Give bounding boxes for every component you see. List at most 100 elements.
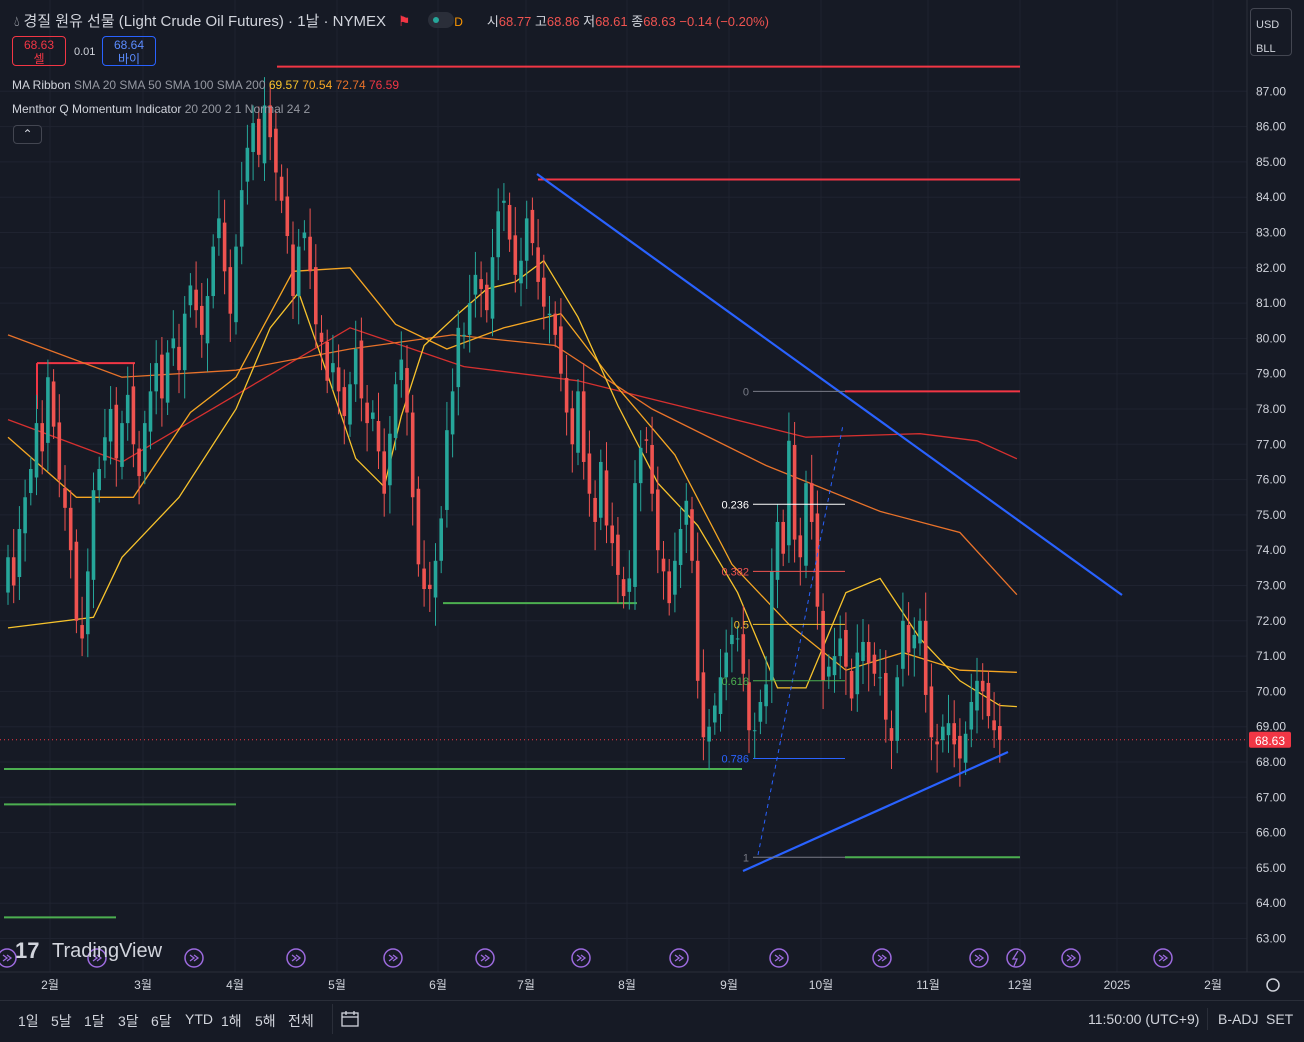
candle-body [695,560,700,681]
timeframe-button[interactable]: 6달 [151,1013,172,1029]
event-arrow-icon [0,948,17,968]
candle-body [456,327,461,388]
timeframe-button[interactable]: 1해 [221,1013,242,1029]
event-markers[interactable] [0,948,1173,968]
candle-body [154,363,158,392]
symbol-header[interactable]: 💧︎ 경질 원유 선물 (Light Crude Oil Futures) · … [14,10,769,31]
time-tick-label: 12월 [1008,978,1032,992]
sell-label: 셀 [33,52,45,66]
candle-body [844,629,848,667]
indicator-params: SMA 20 SMA 50 SMA 100 SMA 200 [74,78,266,92]
candle-body [234,246,238,323]
price-axis[interactable]: 63.00 64.00 65.00 66.00 67.00 68.00 69.00 70.00… [1256,84,1286,945]
event-arrow-icon [184,948,204,968]
price-tick-label: 69.00 [1256,720,1286,734]
trendlines [536,173,1123,873]
candle-body [553,313,557,335]
price-tick-label: 75.00 [1256,508,1286,522]
settings-gear-icon[interactable] [1266,978,1280,992]
price-tick-label: 86.00 [1256,120,1286,134]
timeframe-button[interactable]: YTD [185,1011,213,1027]
currency-unit-selector[interactable]: USD BLL [1250,8,1292,56]
candle-body [17,529,22,578]
timeframe-button[interactable]: 5날 [51,1013,72,1029]
candle-body [855,652,860,695]
candle-body [570,408,575,445]
sell-button[interactable]: 68.63 셀 [12,36,66,66]
buy-button[interactable]: 68.64 바이 [102,36,156,66]
ma100-value: 72.74 [335,78,366,92]
low-value: 68.61 [595,14,628,29]
candle-body [559,326,563,374]
candle-body [376,421,381,452]
timeframe-button[interactable]: 5해 [255,1013,276,1029]
time-tick-label: 2월 [1204,978,1222,992]
candle-body [114,404,119,459]
session-toggle[interactable]: SET [1266,1011,1294,1027]
candle-body [251,123,255,153]
date-range-icon[interactable] [341,1010,359,1027]
indicator-name: MA Ribbon [12,78,71,92]
candle-body [912,634,917,649]
candle-body [137,448,141,477]
candlestick-series [6,77,1002,787]
candle-body [684,500,689,525]
candle-body [314,267,318,325]
candle-body [467,303,472,335]
candle-body [707,726,711,742]
candle-body [656,489,660,551]
candle-body [775,521,780,580]
price-tick-label: 77.00 [1256,437,1286,451]
price-tick-label: 84.00 [1256,190,1286,204]
price-tick-label: 70.00 [1256,684,1286,698]
timeframe-button[interactable]: 3달 [118,1013,139,1029]
candle-body [40,423,44,452]
time-tick-label: 3월 [134,978,152,992]
toolbar-divider-2 [1207,1008,1208,1030]
candle-body [832,656,837,676]
candle-body [274,128,278,173]
horizontal-levels [0,65,1247,919]
candle-body [872,654,877,674]
time-axis[interactable]: 2월 3월 4월 5월 6월 7월 8월 9월 10월 11월 12월 2025 2월 [41,978,1222,992]
change-value: −0.14 (−0.20%) [679,14,769,29]
event-arrow-icon [674,954,685,962]
timeframe-button[interactable]: 1달 [84,1013,105,1029]
event-arrow-icon [1061,948,1081,968]
time-tick-label: 6월 [429,978,447,992]
candle-body [319,332,324,342]
time-tick-label: 10월 [809,978,833,992]
candle-body [513,235,518,275]
candle-body [992,720,996,731]
price-chart[interactable]: 0 0.236 0.382 0.5 0.618 0.786 1 63.00 64.00 65.0… [0,0,1304,1000]
fib-level-label: 1 [743,852,749,864]
candle-body [268,105,272,138]
candle-body [895,677,899,741]
candle-body [958,735,962,759]
candle-body [125,394,130,424]
candle-body [279,176,284,201]
candle-body [963,733,968,763]
candle-body [365,402,369,424]
timeframe-button[interactable]: 1일 [18,1013,39,1029]
candle-body [758,701,763,722]
candle-body [941,726,945,741]
indicator-ma-ribbon[interactable]: MA Ribbon SMA 20 SMA 50 SMA 100 SMA 200 … [12,78,399,92]
chevron-up-icon[interactable]: ⌃ [13,125,42,144]
candle-body [165,352,170,403]
candle-body [91,490,96,580]
candle-body [827,666,831,677]
candle-body [752,730,757,732]
clock-time[interactable]: 11:50:00 (UTC+9) [1088,1011,1200,1027]
candle-body [946,723,951,736]
candle-body [445,430,449,510]
buy-price: 68.64 [113,38,145,52]
candle-body [502,200,506,203]
indicator-momentum[interactable]: Menthor Q Momentum Indicator 20 200 2 1 … [12,102,310,116]
candle-body [713,705,717,723]
timeframe-button[interactable]: 전체 [288,1013,314,1029]
adjustment-toggle[interactable]: B-ADJ [1218,1011,1259,1027]
candle-body [490,257,495,319]
candle-body [217,218,221,239]
symbol-title[interactable]: 경질 원유 선물 (Light Crude Oil Futures) · 1날 … [23,13,387,30]
